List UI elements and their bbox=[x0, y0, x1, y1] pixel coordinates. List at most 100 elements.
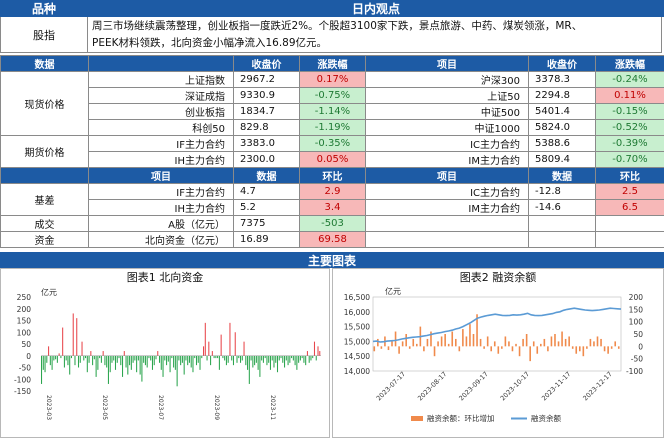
turnover-row: 成交 A股（亿元） 7375 -503 bbox=[0, 215, 664, 232]
chart1-bar bbox=[236, 355, 238, 363]
chart2-bar bbox=[568, 336, 570, 347]
chart2-bar bbox=[614, 341, 617, 347]
chart2-ytick-left: 16,500 bbox=[344, 293, 370, 302]
turnover-ratio: -503 bbox=[299, 215, 366, 232]
chart1-bar bbox=[273, 355, 275, 368]
chart1-bar bbox=[83, 355, 85, 361]
chart1-bar bbox=[141, 355, 143, 382]
chart2-bar bbox=[504, 336, 507, 347]
col-close-2: 收盘价 bbox=[528, 55, 596, 72]
basis-ratio-2: 2.5 bbox=[595, 183, 664, 200]
chart2-bar bbox=[476, 314, 478, 347]
chart2-legend-bar-label: 融资余额：环比增加 bbox=[427, 413, 495, 423]
chart1-bar bbox=[44, 355, 46, 373]
chart1-bar bbox=[319, 351, 321, 356]
chart1-bar bbox=[195, 355, 198, 366]
futures-label: 期货价格 bbox=[0, 135, 89, 168]
chart2-bar bbox=[426, 338, 429, 347]
chart1-bar bbox=[77, 355, 80, 368]
chart2-bar bbox=[458, 346, 461, 352]
chart1-bar bbox=[122, 355, 124, 377]
chart2-ytick-left: 16,000 bbox=[344, 308, 370, 317]
spot-name: 上证指数 bbox=[88, 71, 234, 88]
chart2-ytick-right: -100 bbox=[626, 367, 643, 376]
chart1-bar bbox=[146, 355, 148, 368]
chart2-bar bbox=[543, 338, 546, 347]
chart1-bar bbox=[74, 355, 76, 366]
chart1-bar bbox=[229, 322, 231, 356]
chart1-bar bbox=[225, 355, 227, 366]
chart1-bar bbox=[169, 355, 171, 373]
spot-change: -0.75% bbox=[299, 87, 366, 104]
chart1-ytick: 100 bbox=[17, 328, 32, 337]
spot-change-2: -0.52% bbox=[595, 119, 664, 136]
chart2-ytick-left: 15,500 bbox=[344, 323, 370, 332]
chart1-bar bbox=[76, 318, 78, 356]
chart1-ytick: -150 bbox=[14, 387, 31, 396]
chart2-bar bbox=[561, 331, 563, 347]
chart1-bar bbox=[284, 355, 286, 368]
chart2-ytick-right: 100 bbox=[629, 318, 644, 327]
chart2-bar bbox=[607, 346, 609, 354]
chart1-bar bbox=[188, 355, 190, 363]
futures-name-2: IM主力合约 bbox=[365, 151, 529, 168]
turnover-name: A股（亿元） bbox=[88, 215, 234, 232]
data-header-row: 数据 收盘价 涨跌幅 项目 收盘价 涨跌幅 bbox=[0, 55, 664, 72]
chart1-bar bbox=[231, 355, 233, 361]
capital-value: 16.89 bbox=[233, 231, 300, 248]
spot-close-2: 5401.4 bbox=[528, 103, 596, 120]
chart2-plot-frame bbox=[372, 296, 622, 372]
chart2-bar bbox=[387, 346, 390, 351]
chart1-bar bbox=[271, 355, 273, 361]
spot-close-2: 5824.0 bbox=[528, 119, 596, 136]
chart1-bar bbox=[132, 355, 134, 363]
chart1-bar bbox=[42, 355, 44, 370]
chart1-ytick: 0 bbox=[26, 352, 31, 361]
chart2-bar bbox=[451, 331, 454, 347]
chart1-bar bbox=[58, 353, 60, 356]
chart1-bar bbox=[129, 355, 131, 366]
chart2-ytick-right: 150 bbox=[629, 305, 644, 314]
chart2-bar bbox=[557, 341, 560, 347]
chart2-bar bbox=[394, 331, 397, 347]
chart1-bar bbox=[206, 355, 208, 361]
chart2-bar bbox=[540, 343, 542, 347]
chart2-bar bbox=[377, 338, 379, 347]
chart1-bar bbox=[144, 355, 146, 366]
futures-close-2: 5388.6 bbox=[528, 135, 596, 152]
data-title: 数据 bbox=[0, 55, 89, 72]
chart1-bar bbox=[296, 355, 298, 370]
basis-row: IH主力合约 5.2 3.4 IM主力合约 -14.6 6.5 bbox=[1, 199, 664, 216]
basis-name: IH主力合约 bbox=[88, 199, 234, 216]
turnover-empty-2 bbox=[528, 215, 596, 232]
chart1-bar bbox=[62, 327, 64, 356]
chart1-bar bbox=[113, 355, 115, 361]
chart2-bar bbox=[600, 338, 602, 347]
chart1-bar bbox=[275, 355, 277, 363]
basis-value: 4.7 bbox=[233, 183, 300, 200]
chart2-bar bbox=[515, 343, 517, 347]
chart1-bar bbox=[167, 355, 169, 362]
chart1-bar bbox=[48, 346, 50, 356]
futures-change: -0.35% bbox=[299, 135, 366, 152]
basis-col-item: 项目 bbox=[88, 167, 234, 184]
chart2-bar bbox=[617, 346, 620, 349]
chart1-ytick: -50 bbox=[19, 364, 31, 373]
chart1-bar bbox=[232, 355, 235, 366]
chart2-bar bbox=[522, 338, 524, 347]
chart2-bar bbox=[547, 346, 549, 352]
chart1-bar bbox=[301, 355, 303, 359]
chart1-ytick: 150 bbox=[17, 317, 32, 326]
spot-change: -1.19% bbox=[299, 119, 366, 136]
chart1-bar bbox=[197, 355, 199, 363]
chart2-bar bbox=[586, 346, 588, 349]
col-change: 涨跌幅 bbox=[299, 55, 366, 72]
chart1-bar bbox=[100, 355, 102, 363]
chart1-ytick: 250 bbox=[17, 293, 32, 302]
spot-name-2: 上证50 bbox=[365, 87, 529, 104]
spot-label: 现货价格 bbox=[0, 71, 89, 136]
capital-ratio: 69.58 bbox=[299, 231, 366, 248]
chart1-bar bbox=[291, 355, 293, 359]
chart2-bar bbox=[423, 346, 425, 352]
chart1-ytick: 200 bbox=[17, 305, 32, 314]
